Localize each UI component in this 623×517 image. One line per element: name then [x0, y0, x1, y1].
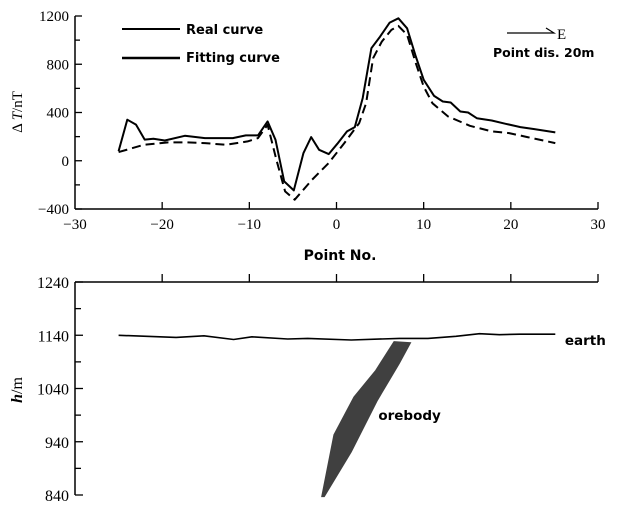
x-tick-label: 30 [591, 217, 606, 233]
x-tick-label: −30 [63, 217, 86, 233]
y-tick-label: −400 [38, 202, 69, 218]
y-tick-label: 940 [45, 435, 69, 452]
direction-label: E [557, 27, 566, 43]
orebody-shape [321, 341, 412, 498]
x-tick-label: 0 [333, 217, 341, 233]
geologic-section-chart: 840 940 1040 1140 1240 earth orebody [37, 274, 606, 505]
x-tick-label: 10 [416, 217, 431, 233]
magnetic-anomaly-chart: −30 −20 −10 0 10 20 30 −400 0 400 800 1200 [38, 9, 605, 233]
real-curve-line [117, 17, 556, 192]
point-distance-label: Point dis. 20m [493, 45, 594, 60]
y-tick-label: 840 [45, 488, 69, 505]
earth-surface-line [118, 332, 556, 341]
orebody-label: orebody [378, 408, 441, 424]
legend-label-real: Real curve [186, 23, 263, 38]
x-axis-label: Point No. [304, 248, 377, 264]
y-tick-label: 0 [62, 154, 70, 170]
y-tick-label: 1040 [37, 382, 69, 399]
legend: Real curve Fitting curve [122, 23, 280, 66]
earth-label: earth [565, 333, 606, 349]
x-tick-label: −20 [150, 217, 173, 233]
direction-annotation: E Point dis. 20m [493, 27, 594, 60]
x-tick-label: 20 [503, 217, 518, 233]
legend-label-fitting: Fitting curve [186, 51, 280, 66]
y-tick-label: 1140 [38, 328, 69, 345]
y-tick-label: 400 [47, 106, 70, 122]
y-axis-label-bottom: h/m [9, 377, 26, 403]
x-tick-label: −10 [238, 217, 261, 233]
y-tick-label: 1240 [37, 275, 69, 292]
arrow-icon [507, 27, 557, 34]
y-tick-label: 800 [47, 57, 70, 73]
y-axis-label-top: Δ T/nT [10, 91, 26, 133]
fitting-curve-line [118, 24, 556, 201]
y-tick-label: 1200 [39, 9, 69, 25]
